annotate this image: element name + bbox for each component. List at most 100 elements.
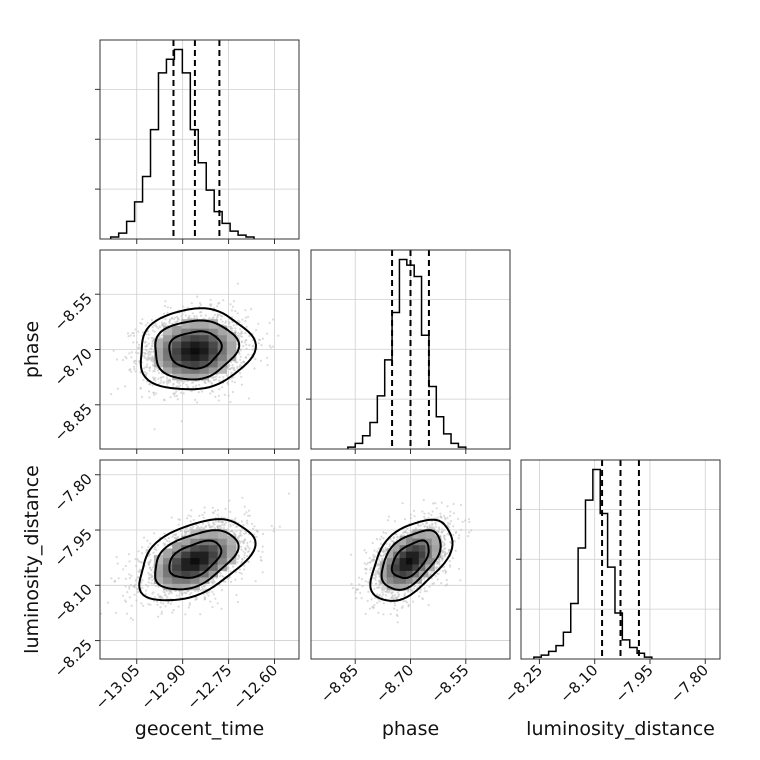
sample-point: [243, 341, 247, 344]
sample-point: [177, 317, 180, 320]
sample-point: [220, 516, 223, 519]
sample-point: [168, 540, 171, 543]
sample-point: [258, 338, 261, 341]
sample-point: [423, 525, 426, 528]
sample-point: [278, 525, 281, 528]
sample-point: [115, 611, 118, 614]
density-cell: [154, 351, 164, 361]
sample-point: [135, 599, 138, 602]
sample-point: [143, 356, 146, 359]
sample-point: [134, 359, 138, 362]
sample-point: [262, 532, 265, 536]
sample-point: [222, 527, 225, 530]
sample-point: [240, 520, 243, 523]
sample-point: [217, 399, 220, 402]
sample-point: [141, 586, 144, 589]
sample-point: [147, 603, 150, 606]
sample-point: [133, 593, 136, 596]
sample-point: [147, 342, 150, 345]
density-cell: [226, 535, 237, 546]
sample-point: [146, 321, 149, 324]
density-cell: [172, 370, 182, 381]
sample-point: [162, 590, 165, 593]
sample-point: [240, 577, 243, 580]
sample-point: [449, 520, 453, 523]
sample-point: [151, 339, 154, 343]
sample-point: [157, 327, 160, 330]
sample-point: [277, 334, 280, 337]
sample-point: [269, 346, 272, 349]
sample-point: [270, 524, 273, 528]
sample-point: [184, 613, 187, 616]
sample-point: [382, 589, 386, 592]
sample-point: [208, 317, 211, 320]
sample-point: [124, 385, 127, 388]
sample-point: [236, 367, 239, 370]
density-cell: [154, 338, 164, 349]
sample-point: [148, 366, 151, 370]
sample-point: [154, 322, 157, 325]
sample-point: [243, 361, 246, 364]
sample-point: [153, 393, 156, 396]
sample-point: [180, 315, 183, 318]
sample-point: [228, 321, 231, 324]
sample-point: [179, 589, 182, 593]
sample-point: [174, 321, 177, 324]
sample-point: [288, 492, 291, 495]
sample-point: [181, 317, 184, 320]
hist-panel-luminosity-distance: [516, 459, 721, 660]
sample-point: [147, 563, 151, 566]
sample-point: [142, 604, 145, 607]
sample-point: [209, 380, 212, 383]
sample-point: [271, 345, 275, 348]
sample-point: [211, 390, 214, 393]
sample-point: [134, 583, 137, 586]
density-cell: [172, 357, 182, 368]
sample-point: [220, 589, 223, 592]
sample-point: [394, 604, 397, 607]
sample-point: [176, 381, 179, 384]
sample-point: [253, 533, 256, 536]
sample-point: [242, 345, 245, 348]
sample-point: [218, 376, 221, 379]
sample-point: [240, 332, 243, 335]
sample-point: [219, 520, 222, 523]
sample-point: [244, 309, 247, 312]
sample-point: [250, 308, 253, 311]
sample-point: [124, 577, 127, 580]
frame-geocent-time: [99, 39, 300, 240]
sample-point: [172, 392, 175, 395]
sample-point: [254, 358, 257, 361]
sample-point: [149, 560, 152, 564]
sample-point: [192, 518, 195, 522]
sample-point: [239, 335, 242, 338]
sample-point: [134, 351, 138, 354]
density-cell: [163, 561, 173, 571]
sample-point: [256, 530, 259, 533]
sample-point: [260, 559, 263, 562]
sample-point: [437, 526, 441, 529]
sample-point: [190, 591, 193, 594]
sample-point: [169, 306, 172, 309]
density-cell: [217, 345, 228, 355]
sample-point: [182, 381, 185, 385]
density-cell: [172, 542, 182, 552]
density-cell: [190, 555, 200, 565]
sample-point: [157, 377, 160, 380]
sample-point: [193, 315, 196, 318]
density-cell: [181, 332, 191, 342]
density-cell: [181, 351, 191, 361]
sample-point: [381, 591, 384, 594]
sample-point: [192, 381, 195, 384]
sample-point: [247, 397, 250, 400]
sample-point: [129, 617, 132, 620]
sample-point: [136, 558, 139, 561]
density-cell: [199, 351, 209, 361]
sample-point: [243, 568, 246, 571]
density-cell: [208, 567, 219, 578]
sample-point: [189, 515, 192, 518]
sample-point: [147, 337, 150, 340]
sample-point: [116, 387, 119, 390]
sample-point: [221, 524, 224, 527]
sample-point: [216, 509, 220, 512]
